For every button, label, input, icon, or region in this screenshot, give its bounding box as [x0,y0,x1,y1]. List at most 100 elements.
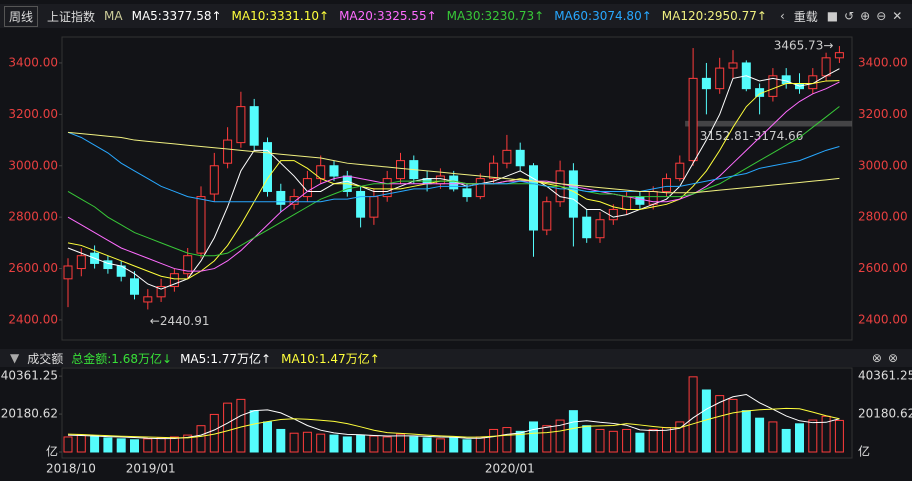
collapse-icon[interactable]: ▼ [10,351,20,365]
volume-bar [595,428,605,453]
volume-bar [249,410,259,453]
volume-panel [61,367,853,459]
candle-body [63,265,73,280]
symbol[interactable]: 上证指数 [47,9,96,24]
candle-body [196,196,206,254]
legend-entry: MA30:3230.73↑ [446,9,545,23]
candle-body [249,106,259,146]
candle-body [808,75,818,90]
collapse-icon[interactable]: ‹ [779,9,785,23]
volume-bar [382,436,392,453]
volume-bar [196,425,206,453]
volume-bar [568,410,578,453]
y-tick-label: 40361.25 [858,369,912,383]
legend-entry: MA60:3074.80↑ [554,9,652,23]
volume-header: ▼ 成交额 总金额:1.68万亿↓ MA5:1.77万亿↑ MA10:1.47万亿… [0,349,912,367]
candle-body [648,190,658,205]
candle-body [715,67,725,90]
volume-bar [169,436,179,453]
high-label: 3465.73→ [774,39,834,53]
candle-body [156,286,166,298]
period-button[interactable]: 周线 [4,5,39,27]
volume-bar [795,423,804,453]
volume-bar [143,438,153,453]
candle-body [143,296,153,303]
x-tick-label: 2020/01 [485,462,535,476]
ma-line [67,106,840,257]
volume-bar [422,437,432,453]
candle-body [223,139,233,164]
candle-body [821,57,831,77]
volume-bar [821,415,831,453]
legend-entry: MA20:3325.55↑ [339,9,437,23]
candle-body [502,149,512,164]
reload-button[interactable]: 重载 [793,9,818,24]
volume-bar [63,436,73,453]
price-band [685,120,852,127]
volume-bar [542,425,552,453]
ma-line [67,407,840,439]
volume-bar [209,413,219,453]
candle-body [302,178,312,198]
legend-entry: MA120:2950.77↑ [661,9,767,23]
candle-body [555,170,565,203]
candle-body [795,83,804,90]
candle-body [834,52,844,59]
candle-body [236,106,246,144]
y-tick-label: 3000.00 [858,158,908,172]
volume-bar [223,402,233,453]
volume-bar [103,437,113,453]
y-tick-label: 3200.00 [858,107,908,121]
toolbar: 周线 上证指数 MA MA5:3377.58↑ MA10:3331.10↑ MA20… [0,4,912,28]
candle-body [449,175,459,190]
y-tick-label: 2400.00 [8,312,58,326]
volume-bar [276,428,286,453]
volume-bar [302,431,312,453]
candle-body [529,165,538,231]
candle-body [688,77,698,162]
volume-bar [90,435,100,453]
y-tick-label: 3000.00 [8,158,58,172]
legend-entry: MA5:3377.58↑ [131,9,222,23]
candle-body [382,178,392,198]
volume-title: 成交额 [27,351,64,366]
ma-line [67,131,840,194]
volume-bar [755,417,765,453]
candle-body [369,196,379,218]
indicator[interactable]: MA [104,9,123,23]
candle-body [103,260,113,270]
y-tick-label: 3400.00 [8,55,58,69]
volume-bar [781,428,791,453]
candle-body [169,273,179,288]
volume-bar [608,430,618,453]
price-panel [61,36,853,341]
volume-bar [635,432,645,453]
volume-bar [728,398,738,453]
volume-bar [342,436,352,453]
close-icons[interactable]: ⊗⊗ [871,351,904,365]
volume-bar [675,421,685,453]
ma-line [67,131,840,203]
volume-bar [834,419,844,453]
volume-bar [130,439,139,453]
volume-bar [369,435,379,453]
volume-bar [76,434,86,453]
volume-bar [688,376,698,453]
candle-body [409,160,419,180]
candle-body [542,201,552,231]
ma-line [67,81,840,272]
volume-bar [156,437,166,453]
volume-bar [489,428,499,453]
candle-body [462,188,472,198]
volume-bar [263,421,272,453]
candle-body [662,178,671,192]
candle-body [741,62,751,90]
candle-body [582,216,592,239]
candle-body [356,190,366,218]
y-tick-label: 20180.62 [1,407,58,421]
candle-body [435,175,445,185]
candle-body [276,190,286,205]
candle-body [329,165,339,177]
